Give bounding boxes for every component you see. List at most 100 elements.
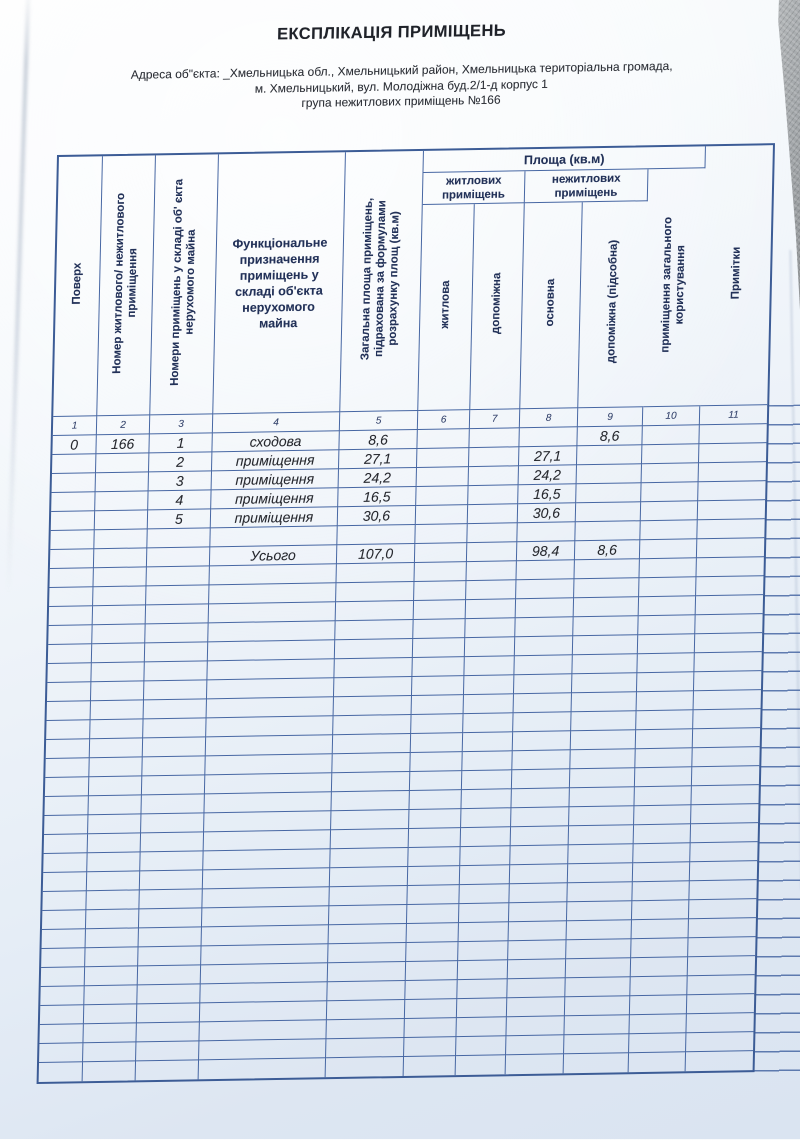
- table-cell: [686, 1051, 753, 1071]
- table-cell: [44, 815, 89, 835]
- table-cell: [199, 1020, 327, 1042]
- table-cell: [136, 1022, 200, 1043]
- table-cell: [143, 680, 208, 701]
- table-cell: [325, 1056, 405, 1078]
- table-cell: 8,6: [339, 429, 418, 451]
- table-cell: приміщення: [211, 450, 340, 472]
- table-cell: [330, 828, 410, 850]
- table-cell: [566, 939, 632, 960]
- table-cell: [414, 543, 468, 563]
- explication-table: Поверх Номер житлового/ нежитлового прим…: [36, 143, 776, 1085]
- table-cell: [568, 825, 635, 846]
- table-cell: [203, 830, 332, 852]
- table-cell: [699, 443, 767, 464]
- table-cell: [43, 853, 88, 873]
- table-cell: [573, 597, 640, 618]
- table-cell: [459, 884, 510, 905]
- table-cell: [512, 750, 571, 771]
- table-cell: [639, 539, 698, 560]
- table-cell: [90, 719, 144, 740]
- table-cell: [328, 942, 407, 964]
- table-cell: [631, 919, 689, 940]
- table-cell: [95, 472, 149, 493]
- table-cell: [416, 486, 469, 506]
- header-notes: Примітки: [700, 145, 773, 407]
- table-cell: [51, 473, 96, 493]
- table-cell: [467, 523, 518, 544]
- table-cell: [143, 699, 207, 720]
- table-cell: [693, 690, 761, 711]
- table-cell: [508, 940, 567, 961]
- table-cell: [508, 902, 568, 923]
- table-cell: [468, 485, 519, 506]
- table-cell: [463, 713, 514, 734]
- table-cell: [83, 1004, 138, 1025]
- table-cell: [206, 697, 334, 719]
- table-cell: [199, 1039, 327, 1061]
- table-cell: [460, 846, 511, 867]
- table-cell: [89, 738, 144, 759]
- table-cell: [204, 792, 332, 814]
- table-cell: [569, 806, 635, 827]
- table-cell: [640, 501, 699, 522]
- table-cell: [406, 942, 459, 962]
- table-cell: [327, 961, 407, 983]
- table-cell: [142, 737, 207, 758]
- table-cell: приміщення: [210, 507, 339, 529]
- table-cell: [638, 615, 696, 636]
- table-cell: приміщення: [211, 469, 339, 491]
- table-cell: [467, 504, 519, 525]
- table-cell: [208, 621, 336, 643]
- table-cell: [86, 890, 140, 911]
- table-cell: [636, 672, 695, 693]
- table-cell: [85, 928, 139, 949]
- table-cell: [146, 585, 210, 606]
- table-cell: [517, 522, 576, 543]
- table-cell: [506, 997, 566, 1018]
- table-cell: [464, 656, 515, 677]
- table-cell: [406, 904, 460, 924]
- table-cell: [49, 549, 95, 569]
- table-cell: [507, 959, 567, 980]
- table-cell: [40, 986, 85, 1006]
- table-cell: [630, 976, 688, 997]
- table-cell: [641, 463, 700, 484]
- column-number: 9: [577, 407, 644, 428]
- table-cell: [136, 1003, 201, 1024]
- table-cell: [51, 454, 97, 474]
- table-cell: [570, 749, 636, 770]
- table-cell: [88, 814, 142, 835]
- table-cell: [88, 776, 143, 797]
- table-cell: [506, 1016, 565, 1037]
- table-cell: [140, 832, 205, 853]
- table-cell: [333, 714, 412, 736]
- table-cell: [688, 937, 756, 958]
- table-cell: [50, 511, 96, 531]
- table-cell: [629, 1033, 687, 1054]
- table-cell: [468, 466, 519, 487]
- table-cell: 166: [96, 434, 150, 455]
- table-cell: [567, 863, 634, 884]
- table-cell: [574, 559, 640, 580]
- table-cell: [458, 941, 509, 962]
- table-cell: [85, 909, 140, 930]
- table-cell: [575, 521, 641, 542]
- table-cell: [633, 824, 692, 845]
- table-cell: [88, 795, 142, 816]
- header-auxiliary-utility: допоміжна (підсобна): [578, 201, 648, 409]
- table-cell: [207, 659, 335, 681]
- table-cell: [47, 644, 93, 664]
- table-cell: [570, 730, 637, 751]
- table-cell: [45, 739, 91, 759]
- table-cell: [82, 1061, 137, 1082]
- table-cell: [692, 747, 760, 768]
- table-cell: [690, 842, 758, 863]
- table-cell: [686, 1013, 754, 1034]
- table-cell: [415, 524, 468, 544]
- table-cell: [206, 716, 334, 738]
- header-living: житлова: [418, 204, 475, 411]
- table-cell: [139, 889, 203, 910]
- table-cell: [461, 808, 512, 829]
- table-cell: [412, 638, 466, 658]
